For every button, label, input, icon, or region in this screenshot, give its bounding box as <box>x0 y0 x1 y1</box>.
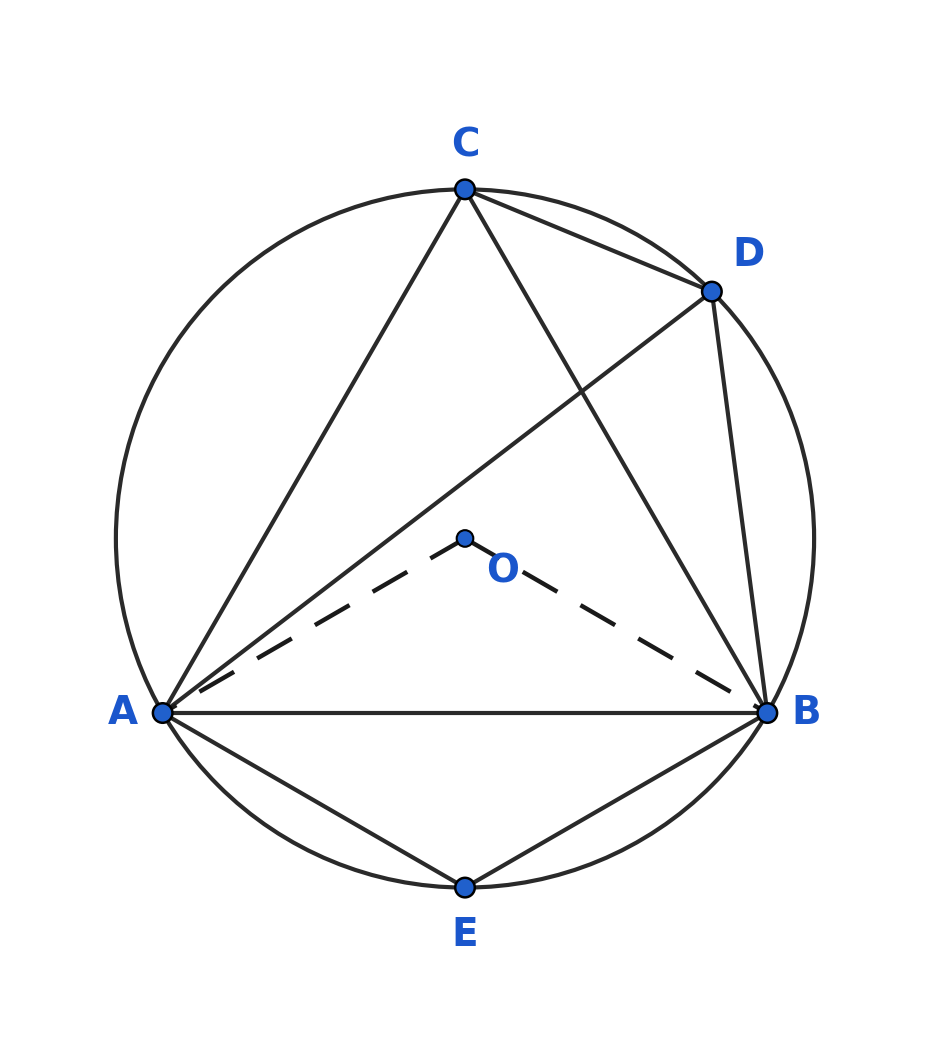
Circle shape <box>702 282 722 301</box>
Circle shape <box>758 703 777 723</box>
Circle shape <box>153 703 172 723</box>
Circle shape <box>455 878 475 897</box>
Text: C: C <box>451 127 479 165</box>
Text: E: E <box>452 916 478 954</box>
Circle shape <box>457 530 473 547</box>
Text: A: A <box>108 694 139 732</box>
Text: O: O <box>486 553 519 591</box>
Text: B: B <box>791 694 821 732</box>
Circle shape <box>455 179 475 199</box>
Text: D: D <box>733 236 765 274</box>
